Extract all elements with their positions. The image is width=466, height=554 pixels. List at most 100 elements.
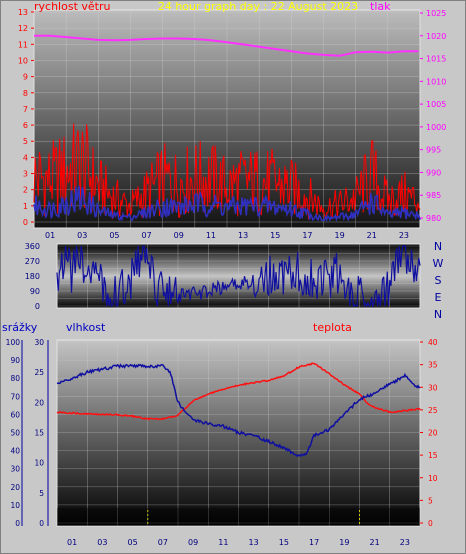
precip-axis-title: srážky <box>2 321 38 334</box>
x-tick-label: 11 <box>218 538 228 547</box>
humidity-x-ticks: 01 03 05 07 09 11 13 15 17 19 21 23 <box>67 538 410 547</box>
temperature-tick-label: 20 <box>428 429 438 438</box>
wind-tick-label: 12 <box>18 24 28 33</box>
temperature-tick-label: 10 <box>428 474 438 483</box>
x-tick-label: 15 <box>279 538 289 547</box>
x-tick-label: 19 <box>339 538 349 547</box>
wind-x-ticks: 01 03 05 07 09 11 13 15 17 19 21 23 <box>45 231 409 240</box>
pressure-tick-label: 990 <box>426 168 441 177</box>
pressure-tick-label: 985 <box>426 191 441 200</box>
compass-label: N <box>434 240 442 253</box>
x-tick-label: 03 <box>77 231 87 240</box>
precip-band <box>57 508 420 526</box>
direction-series <box>56 245 421 309</box>
pressure-tick-label: 1010 <box>426 77 446 86</box>
x-tick-label: 15 <box>270 231 280 240</box>
compass-label: N <box>434 308 442 321</box>
direction-tick-label: 180 <box>25 272 40 281</box>
precip-tick-label: 0 <box>15 519 20 528</box>
temperature-tick-label: 40 <box>428 338 438 347</box>
pressure-tick-label: 1020 <box>426 32 446 41</box>
x-tick-label: 03 <box>97 538 107 547</box>
wind-tick-label: 0 <box>23 218 28 227</box>
wind-tick-label: 11 <box>18 40 28 49</box>
humidity-tick-label: 30 <box>34 338 44 347</box>
x-tick-label: 17 <box>302 231 312 240</box>
compass-label: E <box>435 291 442 304</box>
wind-tick-label: 1 <box>23 202 28 211</box>
pressure-tick-label: 1025 <box>426 9 446 18</box>
pressure-tick-label: 1005 <box>426 100 446 109</box>
precip-tick-label: 10 <box>10 501 20 510</box>
x-tick-label: 17 <box>309 538 319 547</box>
wind-tick-label: 6 <box>23 121 28 130</box>
direction-axes: 0 90 180 270 360 <box>25 242 40 311</box>
x-tick-label: 23 <box>400 538 410 547</box>
x-tick-label: 09 <box>188 538 198 547</box>
pressure-tick-label: 980 <box>426 214 441 223</box>
humidity-line <box>56 363 421 458</box>
wind-tick-label: 2 <box>23 186 28 195</box>
wind-axes: 0123456789101112139809859909951000100510… <box>18 8 447 227</box>
wind-tick-label: 9 <box>23 73 28 82</box>
precip-tick-label: 40 <box>10 447 20 456</box>
temperature-tick-label: 30 <box>428 383 438 392</box>
direction-tick-label: 270 <box>25 257 40 266</box>
direction-tick-label: 0 <box>35 302 40 311</box>
precip-tick-label: 30 <box>10 465 20 474</box>
x-tick-label: 21 <box>370 538 380 547</box>
x-tick-label: 11 <box>206 231 216 240</box>
direction-tick-label: 90 <box>30 287 40 296</box>
precip-tick-label: 90 <box>10 356 20 365</box>
x-tick-label: 19 <box>334 231 344 240</box>
temperature-line <box>56 362 421 421</box>
direction-tick-label: 360 <box>25 242 40 251</box>
humidity-tick-label: 25 <box>34 368 44 377</box>
pressure-axis-title: tlak <box>370 0 391 13</box>
humidity-axes: 0 10 20 30 40 50 60 70 80 90 100 0 5 10 15 20 25 30 0 5 10 15… <box>6 338 438 528</box>
humidity-tick-label: 10 <box>34 459 44 468</box>
temperature-tick-label: 25 <box>428 406 438 415</box>
precip-tick-label: 80 <box>10 374 20 383</box>
chart-title: 24 hour graph day : 22 August 2023 <box>158 0 358 13</box>
x-tick-label: 01 <box>67 538 77 547</box>
humidity-axis-title: vlhkost <box>66 321 106 334</box>
wind-tick-label: 5 <box>23 137 28 146</box>
humidity-tick-label: 15 <box>34 429 44 438</box>
humidity-tick-label: 5 <box>39 489 44 498</box>
x-tick-label: 13 <box>249 538 259 547</box>
wind-tick-label: 8 <box>23 89 28 98</box>
x-tick-label: 07 <box>158 538 168 547</box>
precip-tick-label: 50 <box>10 429 20 438</box>
x-tick-label: 05 <box>128 538 138 547</box>
humidity-tick-label: 0 <box>39 519 44 528</box>
humidity-grid <box>56 340 421 526</box>
wind-pressure-series <box>33 34 421 223</box>
pressure-tick-label: 995 <box>426 146 441 155</box>
temperature-tick-label: 15 <box>428 451 438 460</box>
wind-tick-label: 13 <box>18 8 28 17</box>
wind-tick-label: 3 <box>23 170 28 179</box>
wind-direction-line <box>56 245 421 309</box>
precip-tick-label: 100 <box>6 338 21 347</box>
x-tick-label: 09 <box>174 231 184 240</box>
precip-tick-label: 20 <box>10 483 20 492</box>
x-tick-label: 23 <box>399 231 409 240</box>
x-tick-label: 13 <box>238 231 248 240</box>
wind-tick-label: 10 <box>18 56 28 65</box>
precip-tick-label: 60 <box>10 410 20 419</box>
x-tick-label: 07 <box>141 231 151 240</box>
pressure-tick-label: 1000 <box>426 123 446 132</box>
compass-label: W <box>433 257 444 270</box>
compass-label: S <box>435 274 442 287</box>
wind-axis-title: rychlost větru <box>34 0 110 13</box>
temperature-tick-label: 35 <box>428 361 438 370</box>
x-tick-label: 21 <box>367 231 377 240</box>
direction-grid <box>56 244 421 308</box>
precip-tick-label: 70 <box>10 392 20 401</box>
wind-tick-label: 4 <box>23 153 28 162</box>
pressure-tick-label: 1015 <box>426 55 446 64</box>
temperature-tick-label: 5 <box>428 496 433 505</box>
